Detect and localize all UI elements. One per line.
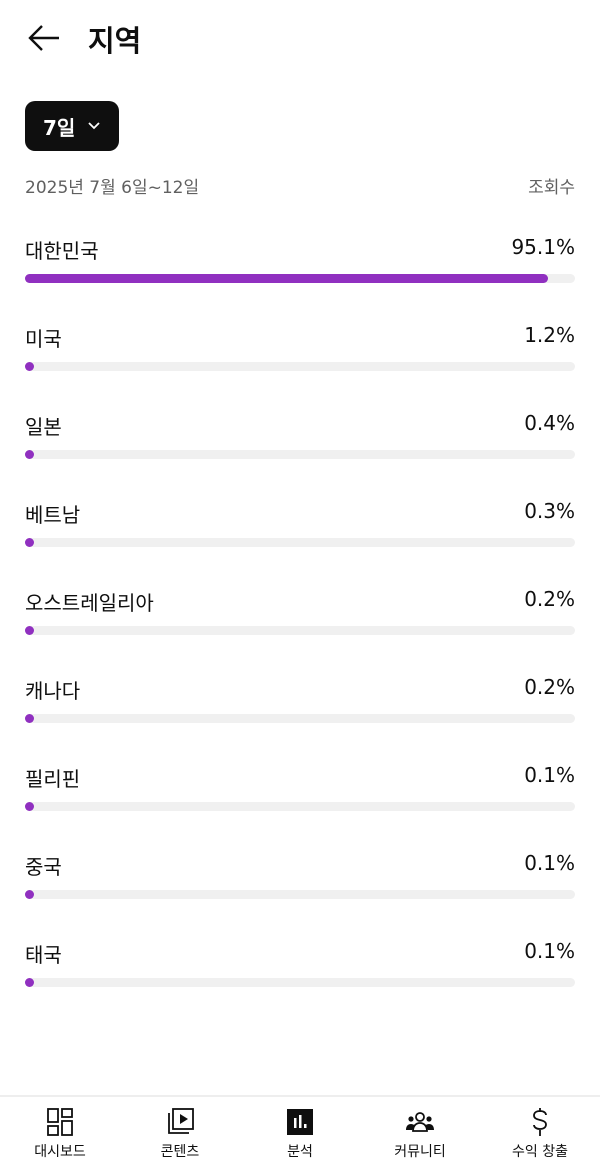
progress-fill xyxy=(25,274,549,283)
progress-fill xyxy=(25,714,34,723)
page-title: 지역 xyxy=(88,24,142,58)
region-name: 오스트레일리아 xyxy=(25,591,154,615)
progress-track xyxy=(25,450,575,459)
region-name: 대한민국 xyxy=(25,239,99,263)
progress-track xyxy=(25,538,575,547)
region-value: 0.1% xyxy=(524,763,575,787)
region-row: 베트남 0.3% xyxy=(25,496,575,584)
analytics-icon xyxy=(287,1109,313,1135)
period-dropdown[interactable]: 7일 xyxy=(25,101,119,151)
arrow-left-icon[interactable] xyxy=(26,22,62,54)
region-name: 일본 xyxy=(25,415,62,439)
nav-item-dollar[interactable]: 수익 창출 xyxy=(480,1097,600,1172)
region-name: 필리핀 xyxy=(25,767,81,791)
region-value: 1.2% xyxy=(524,323,575,347)
nav-label: 대시보드 xyxy=(34,1144,86,1160)
region-name: 중국 xyxy=(25,855,62,879)
nav-item-content[interactable]: 콘텐츠 xyxy=(120,1097,240,1172)
nav-item-analytics[interactable]: 분석 xyxy=(240,1097,360,1172)
region-value: 0.2% xyxy=(524,587,575,611)
metric-label: 조회수 xyxy=(528,178,575,198)
progress-track xyxy=(25,362,575,371)
header: 지역 xyxy=(0,0,600,78)
nav-item-community[interactable]: 커뮤니티 xyxy=(360,1097,480,1172)
region-row: 중국 0.1% xyxy=(25,848,575,936)
region-row: 캐나다 0.2% xyxy=(25,672,575,760)
region-value: 0.2% xyxy=(524,675,575,699)
progress-track xyxy=(25,890,575,899)
nav-label: 분석 xyxy=(287,1144,313,1160)
bottom-nav: 대시보드 콘텐츠 분석 커뮤니티 수익 창출 xyxy=(0,1095,600,1172)
dollar-icon xyxy=(533,1108,547,1136)
region-value: 0.1% xyxy=(524,851,575,875)
progress-track xyxy=(25,714,575,723)
nav-label: 커뮤니티 xyxy=(394,1144,446,1160)
region-name: 태국 xyxy=(25,943,62,967)
region-row: 태국 0.1% xyxy=(25,936,575,1024)
content-icon xyxy=(168,1108,194,1134)
region-value: 0.3% xyxy=(524,499,575,523)
progress-fill xyxy=(25,538,34,547)
region-name: 베트남 xyxy=(25,503,81,527)
region-row: 대한민국 95.1% xyxy=(25,232,575,320)
region-row: 미국 1.2% xyxy=(25,320,575,408)
nav-item-dashboard[interactable]: 대시보드 xyxy=(0,1097,120,1172)
region-row: 오스트레일리아 0.2% xyxy=(25,584,575,672)
region-name: 미국 xyxy=(25,327,62,351)
nav-label: 수익 창출 xyxy=(512,1144,568,1160)
region-row: 필리핀 0.1% xyxy=(25,760,575,848)
region-list: 대한민국 95.1% 미국 1.2% 일본 0.4% 베트남 0.3% 오스트레일리아 0.2% 캐… xyxy=(25,232,575,1024)
progress-fill xyxy=(25,450,34,459)
progress-fill xyxy=(25,626,34,635)
period-label: 7일 xyxy=(43,115,76,140)
progress-track xyxy=(25,978,575,987)
chevron-down-icon xyxy=(88,122,100,130)
region-row: 일본 0.4% xyxy=(25,408,575,496)
progress-track xyxy=(25,274,575,283)
progress-fill xyxy=(25,890,34,899)
progress-fill xyxy=(25,362,34,371)
region-name: 캐나다 xyxy=(25,679,81,703)
community-icon xyxy=(406,1112,434,1132)
nav-label: 콘텐츠 xyxy=(160,1144,200,1160)
progress-track xyxy=(25,626,575,635)
dashboard-icon xyxy=(47,1108,73,1136)
region-value: 0.4% xyxy=(524,411,575,435)
meta-row: 2025년 7월 6일~12일 조회수 xyxy=(25,173,575,198)
progress-fill xyxy=(25,978,34,987)
region-value: 0.1% xyxy=(524,939,575,963)
date-range: 2025년 7월 6일~12일 xyxy=(25,178,200,198)
progress-fill xyxy=(25,802,34,811)
region-value: 95.1% xyxy=(511,235,575,259)
progress-track xyxy=(25,802,575,811)
